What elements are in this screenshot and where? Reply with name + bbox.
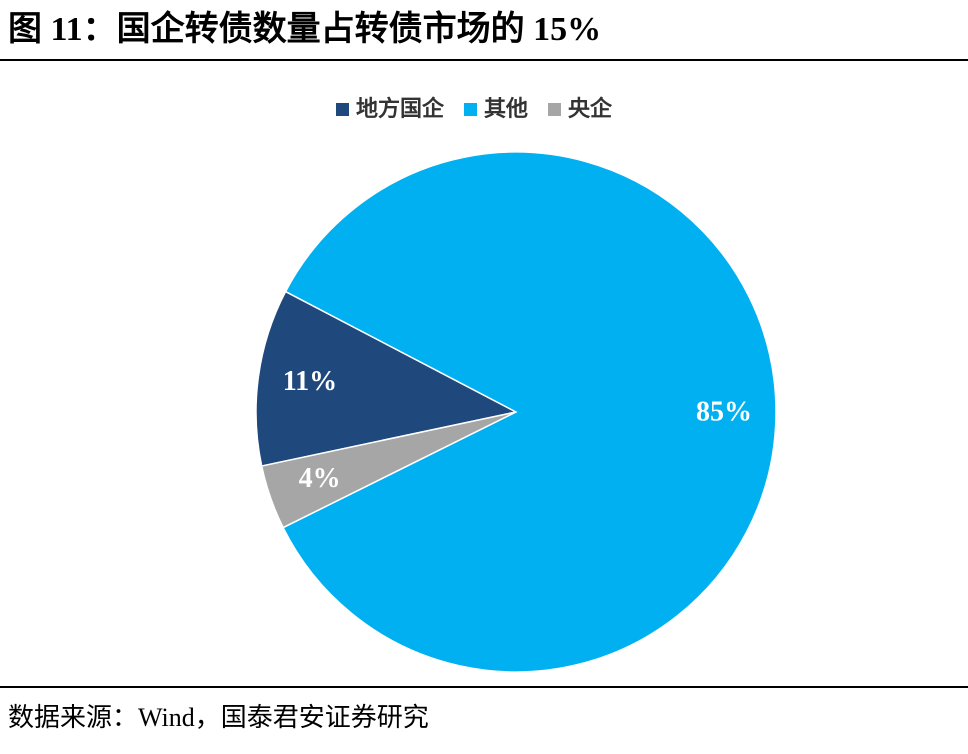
legend-label: 央企 <box>568 96 613 121</box>
data-label: 4% <box>299 463 341 494</box>
chart-title: 图 11：国企转债数量占转债市场的 15% <box>8 9 601 48</box>
pie-slice <box>255 290 519 467</box>
legend-swatch <box>464 103 477 116</box>
pie-slice <box>282 151 777 673</box>
pie-slice <box>260 411 517 529</box>
data-label: 85% <box>696 397 752 428</box>
legend-label: 地方国企 <box>356 96 445 121</box>
legend-label: 其他 <box>484 96 528 121</box>
data-label: 11% <box>283 366 337 397</box>
source: 数据来源：Wind，国泰君安证券研究 <box>8 703 429 732</box>
legend-swatch <box>336 103 349 116</box>
legend-swatch <box>548 103 561 116</box>
